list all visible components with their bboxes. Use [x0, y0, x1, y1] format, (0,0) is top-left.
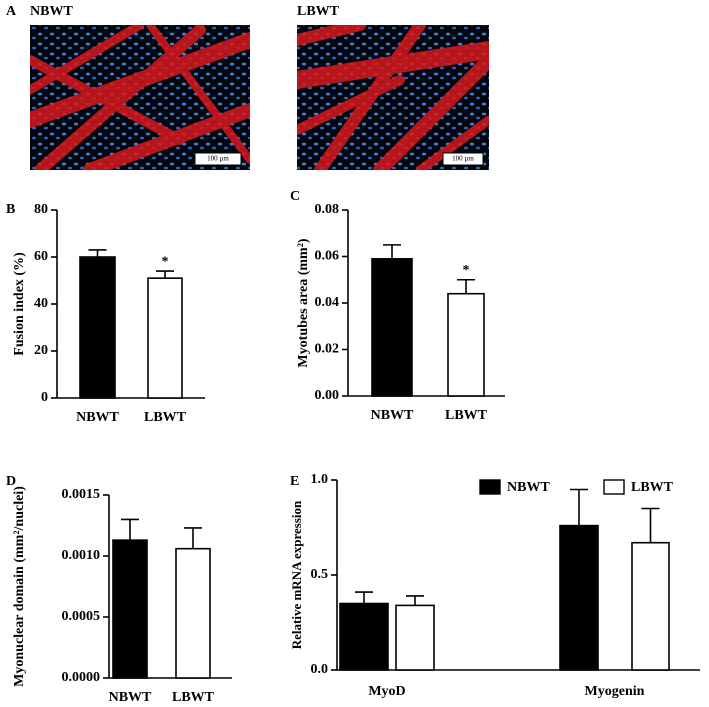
x-tick-label: NBWT	[109, 690, 152, 705]
x-tick-label: LBWT	[144, 410, 187, 425]
x-tick-label: LBWT	[445, 408, 488, 423]
significance: *	[463, 263, 470, 278]
y-tick-label: 0.02	[315, 342, 340, 357]
x-tick-label: NBWT	[76, 410, 119, 425]
y-tick-label: 1.0	[311, 472, 329, 487]
y-tick-label: 0.0000	[62, 670, 101, 685]
y-tick-label: 40	[34, 296, 48, 311]
panel-label: B	[6, 202, 15, 217]
x-tick-label: NBWT	[371, 408, 414, 423]
y-tick-label: 0	[41, 390, 48, 405]
y-tick-label: 60	[34, 249, 48, 264]
legend-swatch	[479, 479, 501, 495]
y-tick-label: 80	[34, 202, 48, 217]
bar	[175, 547, 211, 679]
y-tick-label: 0.00	[315, 388, 340, 403]
y-tick-label: 0.08	[315, 202, 340, 217]
bar	[559, 524, 599, 671]
micrograph: 100 µm	[30, 25, 250, 170]
legend-swatch	[603, 479, 625, 495]
y-tick-label: 20	[34, 343, 48, 358]
bar	[339, 602, 389, 671]
y-tick-label: 0.04	[315, 295, 340, 310]
panel-label: C	[290, 189, 300, 204]
legend-label: LBWT	[631, 480, 674, 495]
y-tick-label: 0.0015	[62, 487, 101, 502]
x-tick-label: MyoD	[368, 684, 405, 699]
y-axis-label: Relative mRNA expression	[289, 500, 304, 649]
x-tick-label: Myogenin	[585, 684, 645, 699]
legend-label: NBWT	[507, 480, 550, 495]
bar	[395, 604, 435, 671]
bar	[631, 541, 670, 671]
panel-label: E	[290, 474, 299, 489]
y-axis-label: Myonuclear domain (mm²/nuclei)	[12, 486, 27, 687]
y-tick-label: 0.06	[315, 249, 340, 264]
y-axis-label: Myotubes area (mm²)	[296, 238, 311, 367]
image-label: LBWT	[297, 4, 340, 19]
x-tick-label: LBWT	[172, 690, 215, 705]
panel-label: D	[6, 474, 16, 489]
bar	[112, 539, 148, 679]
y-tick-label: 0.5	[311, 567, 329, 582]
y-axis-label: Fusion index (%)	[12, 252, 27, 356]
y-tick-label: 0.0005	[62, 609, 101, 624]
scale-bar: 100 µm	[207, 155, 229, 163]
image-label: NBWT	[30, 4, 73, 19]
bar	[79, 256, 116, 399]
micrograph: 100 µm	[297, 25, 489, 170]
y-tick-label: 0.0	[311, 662, 329, 677]
panel-label: A	[6, 4, 17, 19]
y-tick-label: 0.0010	[62, 548, 101, 563]
scale-bar: 100 µm	[452, 155, 474, 163]
bar	[147, 277, 183, 399]
significance: *	[162, 254, 169, 269]
bar	[447, 292, 485, 397]
bar	[371, 258, 413, 397]
